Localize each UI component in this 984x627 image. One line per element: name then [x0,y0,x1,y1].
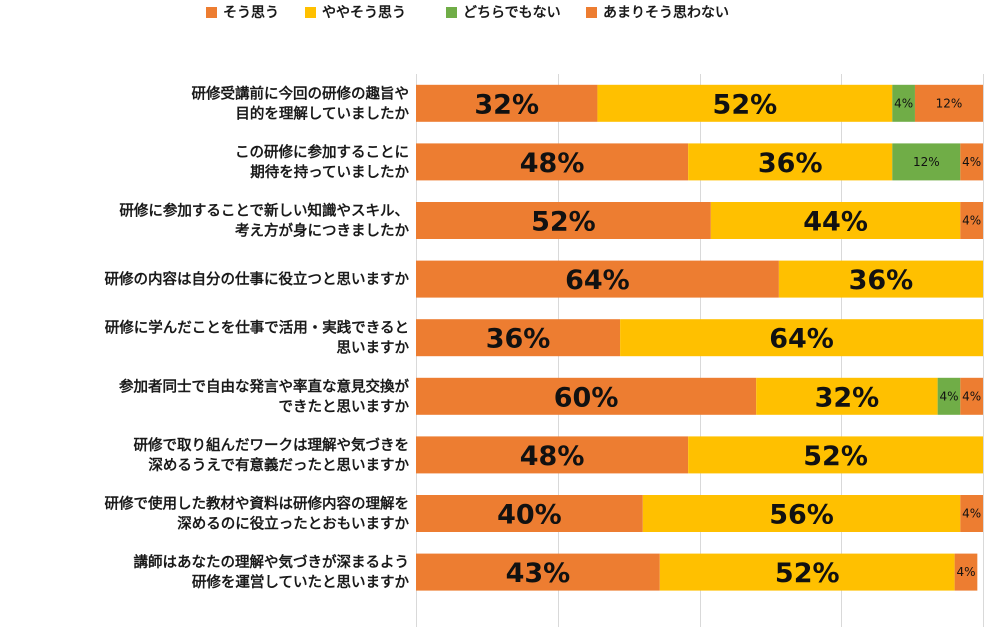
category-label: 深めるうえで有意義だったと思いますか [148,456,409,474]
bar-segment [416,377,757,415]
bar-segment [597,84,893,122]
data-label: 12% [913,155,940,169]
data-label: 4% [894,96,913,110]
legend-item-amari-sou-omowanai: あまりそう思わない [586,3,729,21]
data-label: 52% [531,207,596,238]
category-label: 研修を運営していたと思いますか [192,573,410,591]
data-label: 52% [713,89,778,120]
bar-segment [416,319,621,357]
data-label: 4% [962,155,981,169]
data-label: 43% [506,558,571,589]
bar-segment [756,377,938,415]
legend-swatch [305,6,316,18]
bar-segment [620,319,983,357]
legend-item-dochira-demo-nai: どちらでもない [446,3,561,21]
data-label: 64% [769,324,834,355]
category-label: 研修の内容は自分の仕事に役立つと思いますか [105,270,410,288]
data-label: 36% [849,265,914,296]
legend-item-yaya-sou-omou: ややそう思う [305,3,406,21]
data-label: 52% [803,441,868,472]
legend-swatch [586,6,597,18]
data-label: 40% [497,500,562,531]
legend-item-sou-omou: そう思う [206,3,279,21]
legend-label: どちらでもない [463,5,561,21]
data-label: 52% [775,558,840,589]
data-label: 64% [565,265,630,296]
bar-segment [937,377,961,415]
data-label: 4% [962,507,981,521]
category-label: 参加者同士で自由な発言や率直な意見交換が [119,377,409,395]
category-label: 期待を持っていましたか [250,163,409,181]
data-label: 36% [486,324,551,355]
data-label: 48% [520,441,585,472]
data-label: 4% [962,389,981,403]
data-label: 4% [962,214,981,228]
category-label: 考え方が身につきましたか [235,222,409,240]
bar-segment [710,202,961,239]
bar-segment [960,377,983,415]
bar-segment [960,143,983,181]
bar-segment [954,553,978,591]
bar-segment [416,202,711,239]
bar-segment [642,495,961,532]
bar-segment [416,260,779,298]
bar-segment [914,84,983,122]
bar-segment [960,495,983,532]
bar-segment [416,553,660,591]
data-label: 36% [758,148,823,179]
category-label: 目的を理解していましたか [235,104,409,122]
bar-segment [688,436,983,474]
data-label: 48% [520,148,585,179]
data-label: 56% [769,500,834,531]
bar-segment [892,143,961,181]
data-label: 44% [803,207,868,238]
category-label: 思いますか [337,340,410,357]
category-label: 研修に参加することで新しい知識やスキル、 [119,202,409,220]
category-label: 研修で使用した教材や資料は研修内容の理解を [105,495,410,513]
legend-label: そう思う [223,5,279,21]
bar-segment [416,495,643,532]
legend-swatch [446,6,457,18]
bar-segment [416,143,689,181]
legend-label: あまりそう思わない [603,5,729,21]
data-label: 60% [554,382,619,413]
data-label: 4% [956,565,975,579]
category-label: 研修に学んだことを仕事で活用・実践できると [105,319,409,337]
data-label: 4% [939,389,958,403]
bar-segment [960,202,983,239]
category-label: 深めるのに役立ったとおもいますか [177,515,409,533]
category-label: 講師はあなたの理解や気づきが深まるよう [134,553,410,571]
legend: そう思う ややそう思う どちらでもない あまりそう思わない [0,0,984,26]
bar-segment [416,84,598,122]
category-label: できたと思いますか [279,398,410,415]
category-label: 研修で取り組んだワークは理解や気づきを [134,436,410,454]
data-label: 32% [474,89,539,120]
category-label: この研修に参加することに [235,143,409,161]
bar-segment [416,436,689,474]
category-label: 研修受講前に今回の研修の趣旨や [192,84,410,102]
bar-segment [688,143,893,181]
data-label: 32% [815,382,880,413]
bar-segment [892,84,915,122]
bar-segment [778,260,983,298]
bar-segment [659,553,955,591]
data-label: 12% [936,96,963,110]
legend-label: ややそう思う [322,5,406,21]
legend-swatch [206,6,217,18]
